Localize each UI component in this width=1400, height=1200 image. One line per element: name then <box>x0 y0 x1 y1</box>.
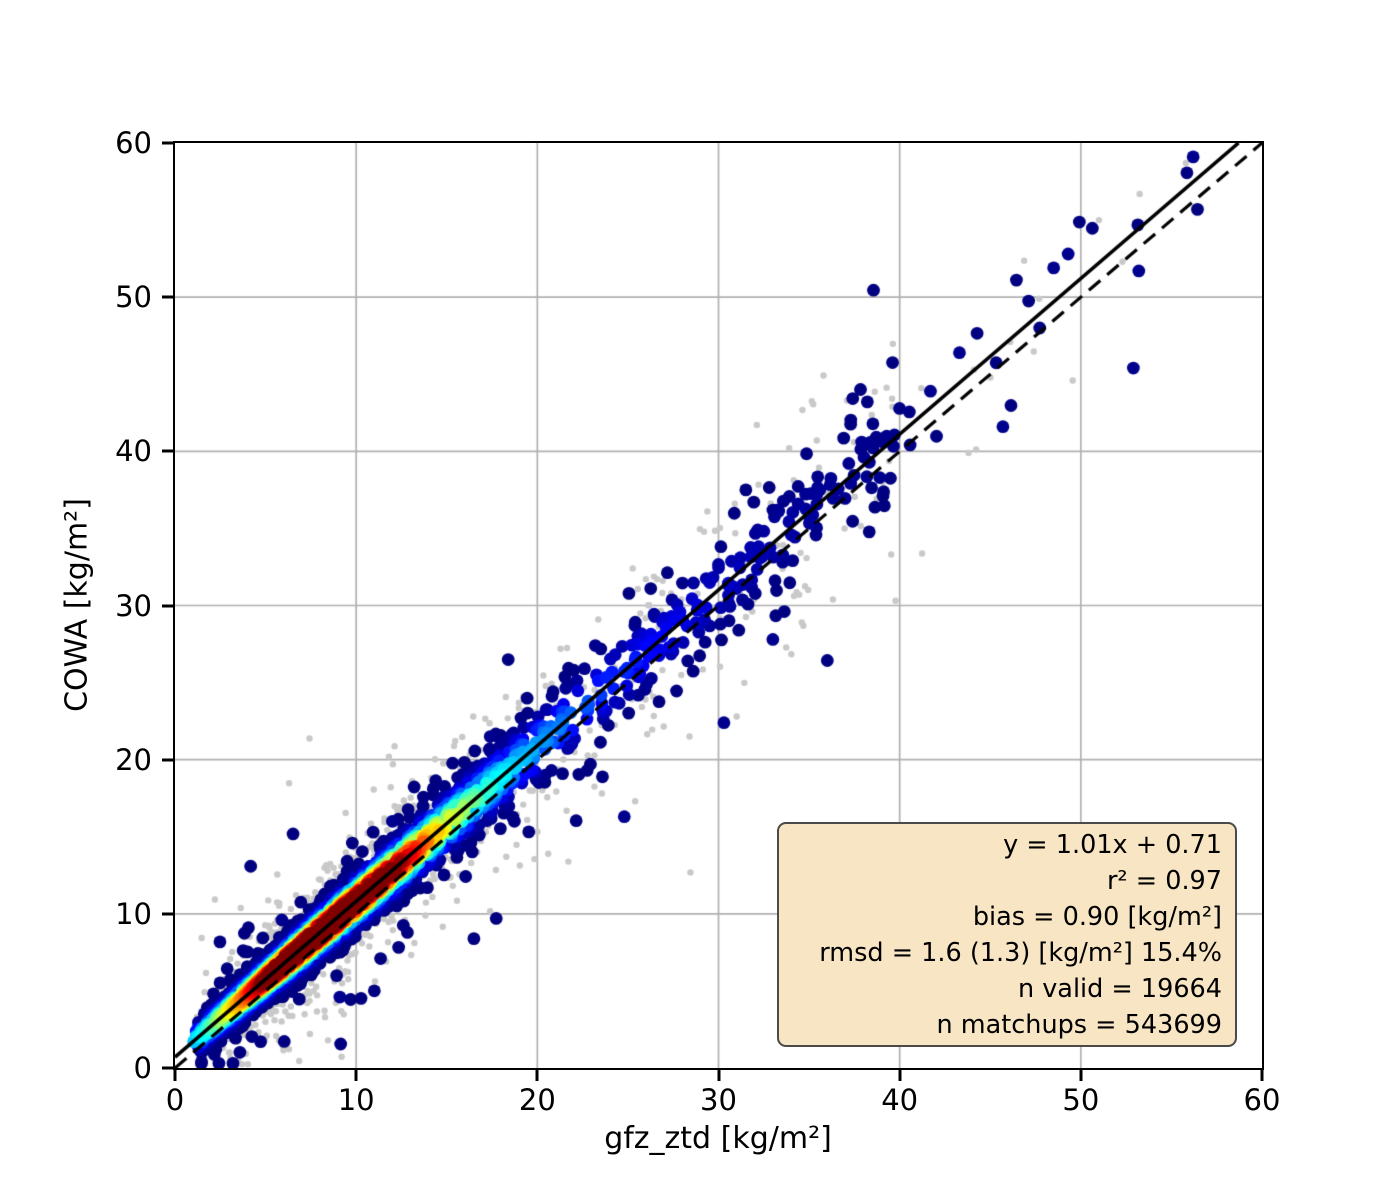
stats-line-n-valid: n valid = 19664 <box>1017 974 1222 1004</box>
x-tick-mark <box>535 1069 539 1081</box>
x-tick-mark <box>354 1069 358 1081</box>
y-tick-label: 60 <box>115 126 152 160</box>
y-tick-mark <box>162 758 174 762</box>
stats-box: y = 1.01x + 0.71 r² = 0.97 bias = 0.90 [… <box>777 822 1237 1047</box>
y-axis-label: COWA [kg/m²] <box>59 498 95 712</box>
x-axis-label: gfz_ztd [kg/m²] <box>604 1121 832 1156</box>
y-tick-label: 10 <box>115 896 152 931</box>
y-tick-mark <box>162 1066 174 1070</box>
y-tick-mark <box>162 141 174 145</box>
y-tick-mark <box>162 604 174 607</box>
x-tick-label: 20 <box>518 1083 556 1117</box>
stats-line-n-matchups: n matchups = 543699 <box>936 1010 1222 1040</box>
stats-line-bias: bias = 0.90 [kg/m²] <box>972 902 1222 932</box>
x-tick-label: 10 <box>337 1083 375 1117</box>
y-tick-mark <box>162 449 174 453</box>
stats-line-equation: y = 1.01x + 0.71 <box>1003 830 1222 860</box>
y-tick-label: 0 <box>133 1051 152 1085</box>
stats-line-rmsd: rmsd = 1.6 (1.3) [kg/m²] 15.4% <box>819 938 1222 968</box>
y-tick-label: 40 <box>115 434 152 469</box>
y-tick-mark <box>162 295 174 299</box>
x-tick-mark <box>717 1069 720 1081</box>
x-tick-label: 30 <box>700 1083 737 1117</box>
y-tick-mark <box>162 912 174 916</box>
plot-area <box>173 141 1264 1070</box>
y-tick-label: 30 <box>115 588 152 623</box>
x-tick-mark <box>1079 1069 1083 1081</box>
x-tick-label: 0 <box>165 1083 185 1117</box>
x-tick-label: 60 <box>1243 1083 1281 1117</box>
x-tick-mark <box>173 1069 177 1081</box>
y-tick-label: 20 <box>115 742 152 777</box>
x-tick-mark <box>898 1069 902 1081</box>
x-tick-label: 50 <box>1062 1083 1100 1117</box>
y-tick-label: 50 <box>115 280 152 315</box>
stats-line-r2: r² = 0.97 <box>1106 866 1222 896</box>
x-tick-mark <box>1260 1069 1264 1081</box>
x-tick-label: 40 <box>881 1083 919 1117</box>
